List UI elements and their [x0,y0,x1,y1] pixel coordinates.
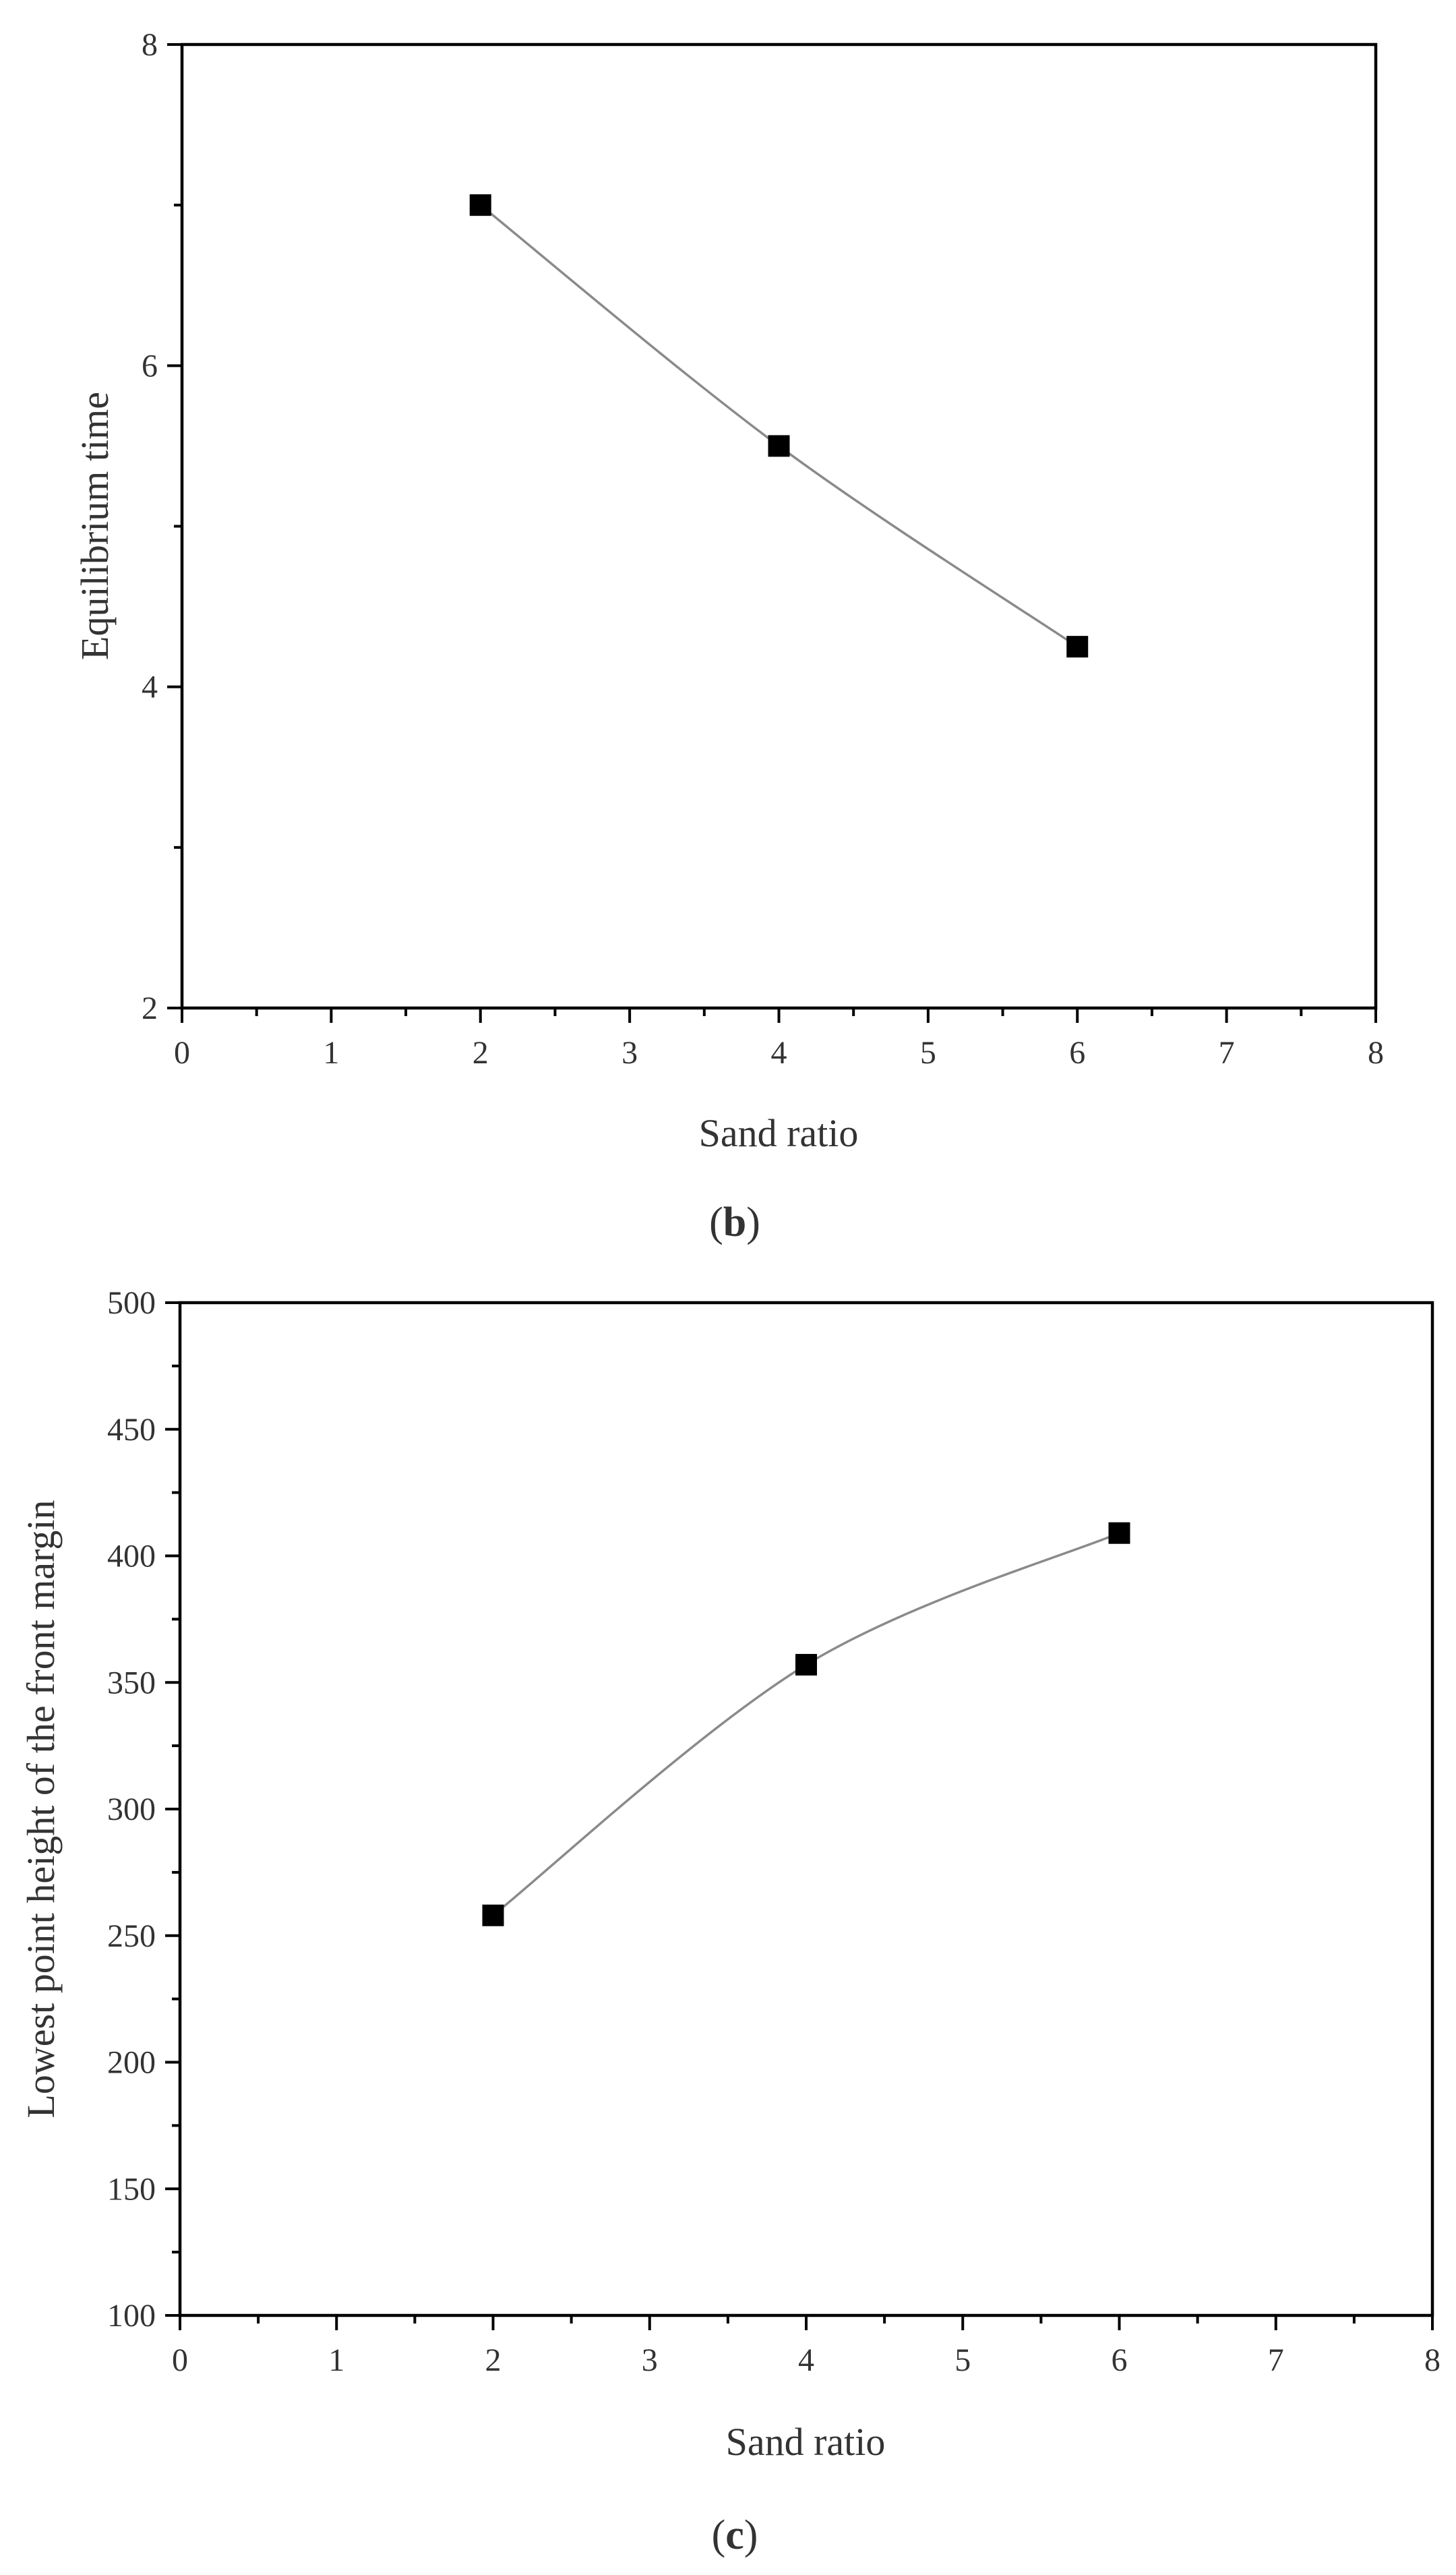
chart-b-x-tick-label: 2 [473,1035,489,1071]
chart-b-x-tick-label: 4 [771,1035,787,1071]
chart-b-y-tick-label: 2 [142,990,158,1026]
chart-c-x-tick-label: 3 [642,2342,658,2378]
chart-b-x-tick-label: 7 [1219,1035,1235,1071]
chart-c-y-tick-label: 150 [107,2171,156,2207]
chart-b-x-tick-label: 3 [621,1035,638,1071]
chart-c-y-tick-label: 350 [107,1665,156,1700]
chart-b-y-tick-label: 4 [142,670,158,705]
chart-b-x-tick-label: 8 [1368,1035,1384,1071]
chart-c-y-axis-label: Lowest point height of the front margin [19,1500,63,2118]
chart-b-y-tick-label: 6 [142,348,158,384]
chart-b-x-axis-label: Sand ratio [699,1111,859,1155]
chart-c-series-line [492,1532,1120,1917]
chart-c-x-tick-label: 1 [328,2342,344,2378]
chart-c-caption: (c) [712,2512,758,2558]
chart-c-x-tick-label: 5 [954,2342,971,2378]
chart-c-data-point [795,1653,817,1676]
chart-c-plot-frame [178,1301,1434,2317]
chart-c-y-tick-label: 300 [107,1792,156,1827]
chart-c-points [482,1522,1130,1926]
chart-c-x-axis-label: Sand ratio [726,2420,886,2464]
chart-c-data-point [482,1904,504,1926]
chart-c-x-axis: 0 1 2 3 4 5 6 7 8 [172,2315,1440,2378]
chart-c-x-tick-label: 6 [1112,2342,1128,2378]
chart-b-data-point [768,435,790,457]
chart-b-caption: (b) [709,1200,760,1245]
chart-c-caption-letter: c [725,2512,744,2558]
chart-c-y-tick-label: 400 [107,1539,156,1574]
chart-b-caption-letter: b [723,1200,746,1245]
chart-c-y-tick-label: 500 [107,1285,156,1321]
chart-b-x-tick-label: 0 [174,1035,190,1071]
chart-c-y-axis: 100 150 200 250 300 350 400 450 500 [107,1285,180,2334]
chart-c-x-tick-label: 7 [1268,2342,1284,2378]
chart-b-series-line [479,204,1079,648]
chart-b-y-axis: 2 4 6 8 [142,27,182,1026]
chart-b-points [469,194,1089,658]
chart-c: 0 1 2 3 4 5 6 7 8 100 150 200 250 300 350 400 450 500 Sa… [19,1285,1440,2558]
chart-b-x-tick-label: 1 [323,1035,339,1071]
chart-c-y-tick-label: 250 [107,1918,156,1954]
chart-c-y-tick-label: 200 [107,2045,156,2081]
chart-c-x-tick-label: 4 [798,2342,814,2378]
chart-c-y-tick-label: 100 [107,2298,156,2334]
chart-b-data-point [469,194,491,216]
chart-b-y-axis-label: Equilibrium time [73,392,117,660]
chart-b-plot-frame [180,42,1378,1010]
chart-c-x-tick-label: 8 [1424,2342,1440,2378]
chart-b-data-point [1066,636,1089,658]
chart-c-x-tick-label: 2 [485,2342,502,2378]
chart-c-data-point [1108,1522,1130,1544]
chart-b: 0 1 2 3 4 5 6 7 8 2 4 6 8 Sand ratio Equilibrium ti… [73,27,1384,1245]
chart-b-x-tick-label: 6 [1069,1035,1085,1071]
chart-c-y-tick-label: 450 [107,1412,156,1448]
chart-b-x-axis: 0 1 2 3 4 5 6 7 8 [174,1008,1384,1071]
chart-c-x-tick-label: 0 [172,2342,188,2378]
chart-b-x-tick-label: 5 [920,1035,936,1071]
chart-b-y-tick-label: 8 [142,27,158,63]
